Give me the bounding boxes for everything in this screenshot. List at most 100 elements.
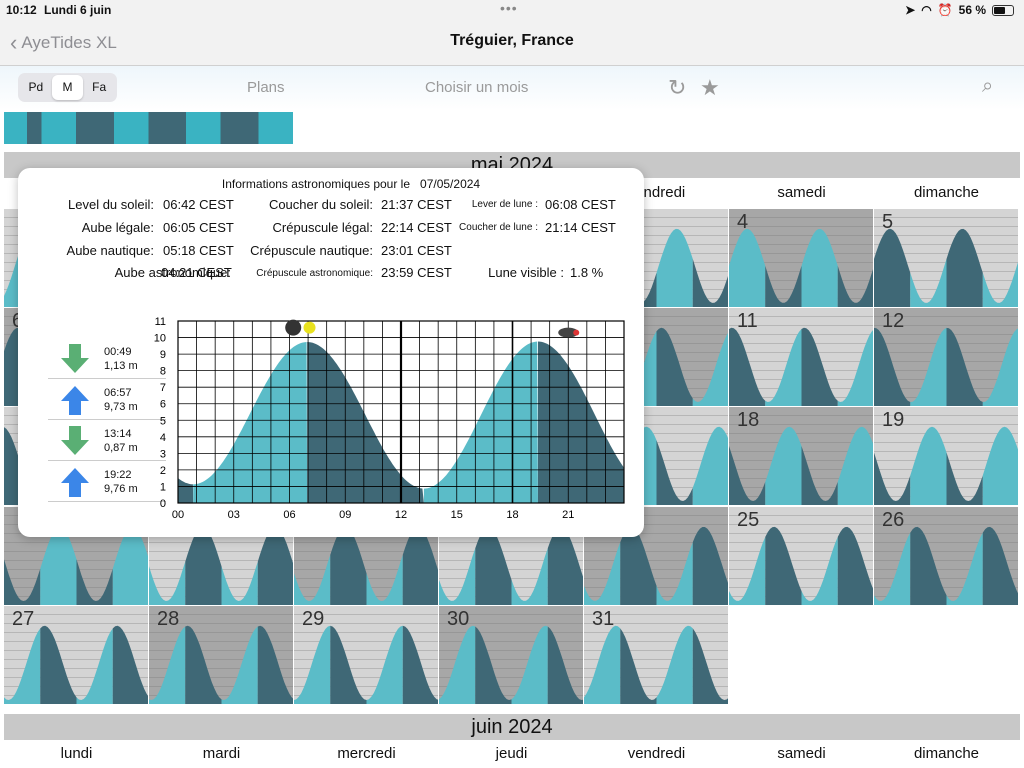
view-segmented-control: Pd M Fa <box>18 73 117 102</box>
day-tide-sparkline <box>874 526 1018 605</box>
day-tide-area <box>692 426 728 505</box>
day-tide-area <box>656 542 693 605</box>
day-tide-area <box>221 626 258 704</box>
day-tide-sparkline <box>729 327 873 406</box>
choose-month-button[interactable]: Choisir un mois <box>425 79 529 96</box>
day-tide-area <box>946 532 983 605</box>
day-number: 27 <box>12 608 35 630</box>
tide-area-segment <box>423 341 538 503</box>
day-tide-area <box>402 625 438 704</box>
seg-fa[interactable]: Fa <box>92 80 107 94</box>
calendar-day-cell[interactable]: 26 <box>874 507 1019 606</box>
calendar-day-cell[interactable]: 4 <box>729 209 874 308</box>
day-tide-area <box>801 446 838 505</box>
day-tide-area <box>692 527 728 605</box>
plot-frame <box>177 320 625 504</box>
day-tide-area <box>4 427 41 505</box>
refresh-icon[interactable]: ↻ <box>668 75 687 100</box>
moon-icon <box>285 319 302 336</box>
day-tide-area <box>729 327 766 406</box>
june-weekday: vendredi <box>627 745 686 762</box>
day-tide-sparkline <box>584 527 728 605</box>
day-tide-sparkline <box>874 327 1018 406</box>
day-number: 19 <box>882 409 905 431</box>
x-tick-label: 18 <box>506 509 518 521</box>
june-weekday: dimanche <box>913 745 980 762</box>
star-icon[interactable]: ★ <box>700 75 720 100</box>
day-tide-sparkline <box>439 625 583 704</box>
tide-row: 00:49 1,13 m <box>48 338 166 379</box>
day-tide-area <box>257 526 293 605</box>
day-tide-area <box>874 532 911 605</box>
high-tide-arrow-icon <box>61 386 89 415</box>
day-number: 25 <box>737 509 760 531</box>
day-tide-area <box>656 228 693 307</box>
day-tide-area <box>837 526 873 605</box>
calendar-day-cell[interactable]: 25 <box>729 507 874 606</box>
tide-area-segment <box>537 341 624 503</box>
calendar-day-cell[interactable]: 5 <box>874 209 1019 308</box>
day-tide-sparkline <box>874 228 1018 307</box>
moonrise-value: 06:08 CEST <box>545 197 616 212</box>
day-tide-area <box>294 625 331 704</box>
moonset-label: Coucher de lune : <box>459 222 538 233</box>
plans-button[interactable]: Plans <box>247 79 285 96</box>
day-tide-area <box>910 327 947 406</box>
day-tide-sparkline <box>729 426 873 505</box>
day-tide-area <box>620 527 657 605</box>
day-tide-area <box>439 625 476 704</box>
day-tide-area <box>257 625 293 704</box>
day-tide-area <box>40 526 77 605</box>
sunset-label: Coucher du soleil: <box>268 197 373 212</box>
calendar-day-cell[interactable]: 12 <box>874 308 1019 407</box>
y-tick-label: 9 <box>160 349 166 361</box>
calendar-day-cell[interactable]: 30 <box>439 606 584 705</box>
day-tide-area <box>874 452 911 505</box>
day-tide-area <box>692 628 728 704</box>
day-tide-area <box>511 625 548 704</box>
tide-height: 9,73 m <box>104 401 138 413</box>
day-number: 26 <box>882 509 905 531</box>
day-tide-area <box>4 628 41 704</box>
wifi-icon: ◠ <box>921 3 932 17</box>
nautical-dusk-value: 23:01 CEST <box>381 243 452 258</box>
calendar-day-cell[interactable]: 28 <box>149 606 294 705</box>
tide-time: 06:57 <box>104 387 132 399</box>
y-tick-label: 2 <box>160 465 166 477</box>
day-tide-sparkline <box>4 625 148 704</box>
civil-dusk-label: Crépuscule légal: <box>272 220 373 235</box>
weekday-dimanche: dimanche <box>913 184 980 201</box>
astronomy-popup: Informations astronomiques pour le 07/05… <box>18 168 644 537</box>
calendar-day-cell[interactable]: 27 <box>4 606 149 705</box>
x-tick-label: 03 <box>228 509 240 521</box>
tide-time: 00:49 <box>104 346 132 358</box>
status-time: 10:12 <box>6 3 37 17</box>
seg-m[interactable]: M <box>51 75 84 100</box>
calendar-day-cell[interactable]: 31 <box>584 606 729 705</box>
popup-date: 07/05/2024 <box>420 177 481 191</box>
calendar-day-cell[interactable]: 19 <box>874 407 1019 506</box>
june-weekday: lundi <box>60 745 93 762</box>
day-tide-area <box>946 327 983 406</box>
day-tide-area <box>547 526 583 605</box>
day-number: 4 <box>737 211 749 233</box>
search-icon[interactable]: ⌕ <box>982 75 994 97</box>
calendar-day-cell[interactable]: 18 <box>729 407 874 506</box>
calendar-day-cell[interactable]: 11 <box>729 308 874 407</box>
day-tide-area <box>547 626 583 704</box>
day-number: 11 <box>737 310 758 332</box>
day-tide-area <box>910 526 947 605</box>
seg-pd[interactable]: Pd <box>28 80 44 94</box>
y-tick-label: 4 <box>160 432 166 444</box>
day-tide-area <box>982 526 1018 605</box>
day-tide-area <box>801 536 838 605</box>
calendar-day-cell[interactable]: 29 <box>294 606 439 705</box>
multitask-dots-icon[interactable]: ••• <box>500 0 518 16</box>
day-tide-area <box>765 426 802 505</box>
nautical-dawn-label: Aube nautique: <box>66 243 154 258</box>
back-button[interactable]: ‹ AyeTides XL <box>10 30 117 56</box>
day-tide-area <box>765 526 802 605</box>
day-number: 29 <box>302 608 325 630</box>
y-tick-label: 6 <box>160 399 166 411</box>
day-tide-area <box>946 452 983 505</box>
